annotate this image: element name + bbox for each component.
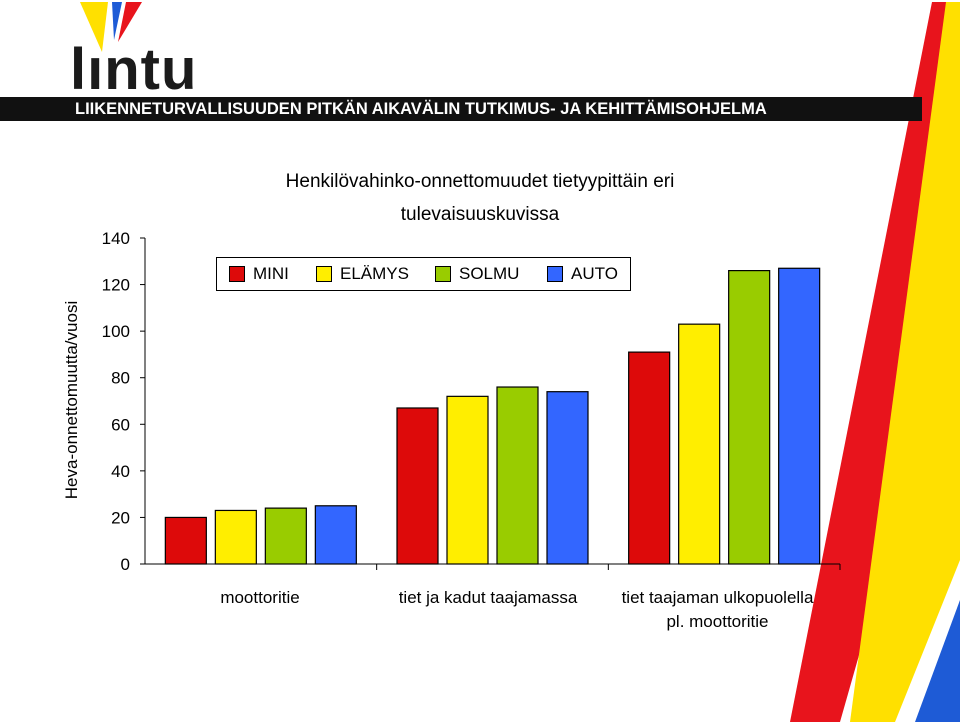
chart-legend: MINI ELÄMYS SOLMU AUTO: [216, 257, 631, 291]
bar-solmu-cat0: [264, 507, 307, 565]
legend-swatch-mini: [229, 265, 245, 282]
logo-stripe-yellow: [80, 2, 108, 52]
y-tick-label-3: 60: [111, 415, 130, 434]
legend-swatch-auto: [547, 265, 563, 282]
bar-elämys-cat2: [678, 323, 721, 565]
bar-auto-cat1: [546, 391, 589, 565]
program-name: LIIKENNETURVALLISUUDEN PITKÄN AIKAVÄLIN …: [75, 100, 767, 118]
logo-stripe-red: [118, 2, 142, 42]
y-tick-label-7: 140: [102, 229, 130, 248]
bar-elämys-cat0: [214, 509, 257, 565]
bar-mini-cat2: [628, 351, 671, 565]
bar-elämys-cat1: [446, 395, 489, 565]
side-stripe-yellow: [850, 2, 960, 722]
category-label-urban: tiet ja kadut taajamassa: [398, 588, 578, 607]
legend-label-solmu: SOLMU: [459, 263, 520, 283]
side-stripe-blue: [915, 600, 960, 722]
legend-label-elamys: ELÄMYS: [340, 263, 409, 283]
legend-item-auto: AUTO: [547, 258, 618, 289]
y-tick-label-5: 100: [102, 322, 130, 341]
bar-solmu-cat1: [496, 386, 539, 565]
y-tick-label-1: 20: [111, 508, 130, 527]
category-label-motorway: moottoritie: [220, 588, 300, 607]
logo-stripe-blue: [112, 2, 122, 40]
bar-solmu-cat2: [728, 270, 771, 565]
bar-auto-cat2: [778, 267, 821, 565]
bar-mini-cat0: [164, 516, 207, 565]
legend-item-mini: MINI: [229, 258, 289, 289]
y-tick-label-6: 120: [102, 276, 130, 295]
bar-mini-cat1: [396, 407, 439, 565]
y-tick-label-4: 80: [111, 369, 130, 388]
legend-swatch-solmu: [435, 265, 451, 282]
legend-label-mini: MINI: [253, 263, 289, 283]
category-label-rural-line2: pl. moottoritie: [666, 612, 769, 631]
legend-item-elamys: ELÄMYS: [316, 258, 409, 289]
y-tick-label-2: 40: [111, 462, 130, 481]
chart-title-line1: Henkilövahinko-onnettomuudet tietyypittä…: [285, 171, 675, 192]
legend-item-solmu: SOLMU: [435, 258, 519, 289]
category-label-rural-line1: tiet taajaman ulkopuolella: [621, 588, 814, 607]
logo-wordmark: lıntu: [70, 37, 198, 102]
chart-title-line2: tulevaisuuskuvissa: [400, 204, 560, 225]
legend-label-auto: AUTO: [571, 263, 618, 283]
side-stripe-red: [790, 2, 960, 722]
y-tick-label-0: 0: [121, 555, 130, 574]
legend-swatch-elamys: [316, 265, 332, 282]
program-banner: LIIKENNETURVALLISUUDEN PITKÄN AIKAVÄLIN …: [0, 97, 922, 121]
bar-auto-cat0: [314, 505, 357, 565]
